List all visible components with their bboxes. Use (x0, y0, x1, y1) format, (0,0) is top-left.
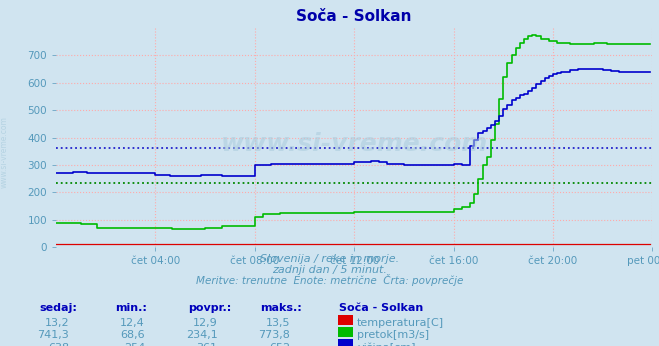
Text: 773,8: 773,8 (258, 330, 290, 340)
Text: Slovenija / reke in morje.: Slovenija / reke in morje. (260, 254, 399, 264)
Text: 68,6: 68,6 (121, 330, 145, 340)
Text: 12,9: 12,9 (192, 318, 217, 328)
Text: pretok[m3/s]: pretok[m3/s] (357, 330, 429, 340)
Text: 234,1: 234,1 (186, 330, 217, 340)
Text: 361: 361 (196, 343, 217, 346)
Text: sedaj:: sedaj: (40, 303, 77, 313)
Text: www.si-vreme.com: www.si-vreme.com (221, 132, 488, 156)
Text: 254: 254 (124, 343, 145, 346)
Text: 638: 638 (48, 343, 69, 346)
Text: www.si-vreme.com: www.si-vreme.com (0, 116, 9, 188)
Text: 12,4: 12,4 (120, 318, 145, 328)
Text: 13,5: 13,5 (266, 318, 290, 328)
Title: Soča - Solkan: Soča - Solkan (297, 9, 412, 24)
Text: 741,3: 741,3 (38, 330, 69, 340)
Text: Soča - Solkan: Soča - Solkan (339, 303, 424, 313)
Text: višina[cm]: višina[cm] (357, 343, 416, 346)
Text: maks.:: maks.: (260, 303, 302, 313)
Text: 13,2: 13,2 (45, 318, 69, 328)
Text: povpr.:: povpr.: (188, 303, 231, 313)
Text: temperatura[C]: temperatura[C] (357, 318, 444, 328)
Text: 652: 652 (269, 343, 290, 346)
Text: min.:: min.: (115, 303, 147, 313)
Text: Meritve: trenutne  Enote: metrične  Črta: povprečje: Meritve: trenutne Enote: metrične Črta: … (196, 274, 463, 286)
Text: zadnji dan / 5 minut.: zadnji dan / 5 minut. (272, 265, 387, 275)
